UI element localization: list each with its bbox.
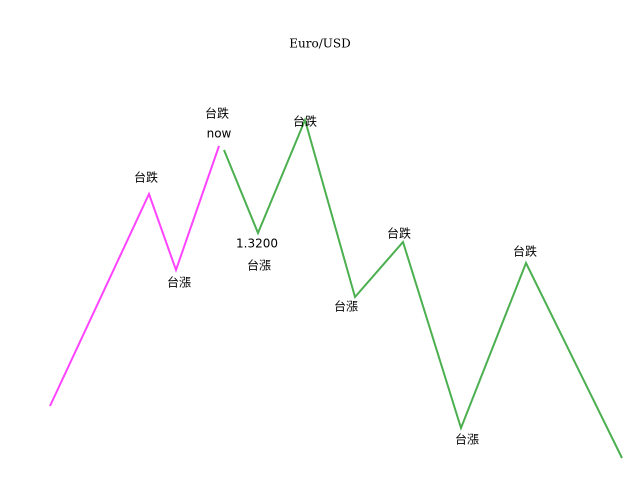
annotation: 台跌 <box>205 106 229 121</box>
series-line <box>223 116 623 459</box>
annotation: 台跌 <box>134 170 158 185</box>
annotation: 台漲 <box>334 299 358 314</box>
annotation: 台漲 <box>455 432 479 447</box>
annotation: 台跌 <box>293 114 317 129</box>
annotation: 台跌 <box>513 244 537 259</box>
series-line <box>49 145 220 407</box>
chart-title: Euro/USD <box>289 37 350 51</box>
annotation: 台漲 <box>247 258 271 273</box>
annotation: 台漲 <box>167 275 191 290</box>
annotation: 台跌 <box>387 226 411 241</box>
annotation: now <box>207 127 232 141</box>
annotation: 1.3200 <box>236 237 278 251</box>
